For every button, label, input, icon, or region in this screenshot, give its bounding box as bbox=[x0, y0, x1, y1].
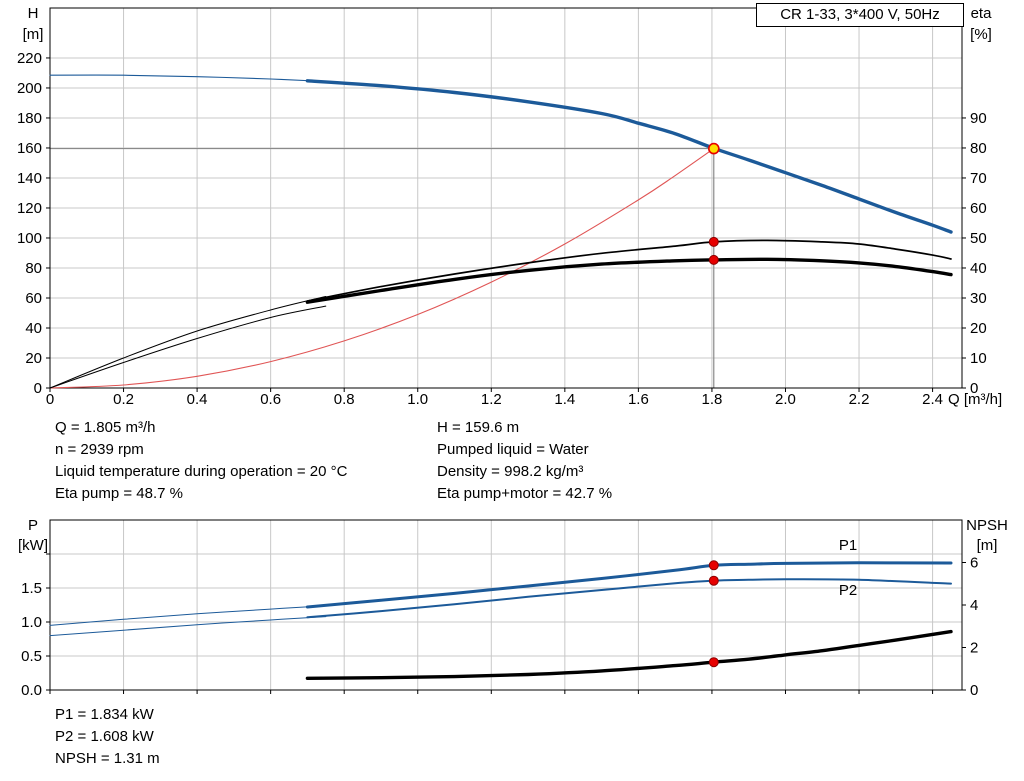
y-left-axis-title: [m] bbox=[23, 26, 44, 43]
eta-pump-point bbox=[708, 236, 719, 247]
x-tick-label: 0 bbox=[46, 391, 54, 408]
y-left-tick-label: 40 bbox=[25, 320, 42, 337]
p1-value: P1 = 1.834 kW bbox=[55, 706, 154, 723]
series-p1-extended bbox=[49, 605, 327, 626]
series-npsh bbox=[305, 629, 953, 680]
duty-point bbox=[707, 142, 720, 155]
power-npsh-chart: P1 P2 0.0 0.5 1.0 1.5 0 2 4 6 P [kW] NPSH [m] bbox=[18, 517, 1008, 699]
y-right-tick-label: 70 bbox=[970, 170, 987, 187]
x-tick-label: 0.4 bbox=[187, 391, 208, 408]
eta-pump-value: Eta pump = 48.7 % bbox=[55, 485, 183, 502]
curve-label-P2: P2 bbox=[839, 582, 857, 599]
series-head-curve bbox=[305, 79, 953, 234]
series-p2-extended bbox=[49, 616, 327, 637]
npsh-point bbox=[708, 657, 719, 668]
y-right-tick-label: 6 bbox=[970, 555, 978, 572]
x-tick-label: 1.2 bbox=[481, 391, 502, 408]
series-eta-pump-extended bbox=[49, 296, 327, 389]
p2-value: P2 = 1.608 kW bbox=[55, 728, 154, 745]
x-tick-label: 1.6 bbox=[628, 391, 649, 408]
y-left-tick-label: 1.0 bbox=[21, 614, 42, 631]
pump-model-label: CR 1-33, 3*400 V, 50Hz bbox=[756, 3, 964, 27]
x-tick-label: 0.2 bbox=[113, 391, 134, 408]
curve-label-P1: P1 bbox=[839, 537, 857, 554]
series-eta-pump bbox=[306, 239, 952, 302]
series-system-curve bbox=[49, 148, 715, 389]
y-right-tick-label: 30 bbox=[970, 290, 987, 307]
y-right-axis-title: [m] bbox=[977, 537, 998, 554]
qh-eta-chart: 0 0.2 0.4 0.6 0.8 1.0 1.2 1.4 1.6 1.8 2.0 2.2 2.4 0 20… bbox=[17, 5, 1002, 408]
y-left-tick-label: 100 bbox=[17, 230, 42, 247]
y-left-tick-label: 60 bbox=[25, 290, 42, 307]
head-value: H = 159.6 m bbox=[437, 419, 520, 436]
y-right-tick-label: 0 bbox=[970, 682, 978, 699]
eta-pump-motor-value: Eta pump+motor = 42.7 % bbox=[437, 485, 613, 502]
y-right-tick-label: 50 bbox=[970, 230, 987, 247]
y-left-tick-label: 160 bbox=[17, 140, 42, 157]
x-tick-label: 2.0 bbox=[775, 391, 796, 408]
eta-pump-motor-point bbox=[708, 254, 719, 265]
y-left-axis-title: P bbox=[28, 517, 38, 534]
npsh-value: NPSH = 1.31 m bbox=[55, 750, 160, 767]
y-left-tick-label: 0.0 bbox=[21, 682, 42, 699]
y-right-tick-label: 0 bbox=[970, 380, 978, 397]
x-tick-label: 0.6 bbox=[260, 391, 281, 408]
y-right-tick-label: 2 bbox=[970, 640, 978, 657]
series-eta-pump-motor bbox=[305, 257, 953, 304]
y-right-tick-label: 4 bbox=[970, 597, 978, 614]
y-right-axis-title: NPSH bbox=[966, 517, 1008, 534]
x-axis-title: Q [m³/h] bbox=[948, 391, 1002, 408]
y-right-tick-label: 10 bbox=[970, 350, 987, 367]
x-tick-label: 1.8 bbox=[702, 391, 723, 408]
y-right-axis-title: [%] bbox=[970, 26, 992, 43]
operating-data-left: Q = 1.805 m³/h n = 2939 rpm Liquid tempe… bbox=[55, 417, 347, 505]
speed-value: n = 2939 rpm bbox=[55, 441, 144, 458]
series-p1 bbox=[305, 561, 953, 609]
liquid-temperature-value: Liquid temperature during operation = 20… bbox=[55, 463, 348, 480]
y-right-axis-title: eta bbox=[971, 5, 993, 22]
series-eta-pump-motor-extended bbox=[49, 305, 327, 389]
x-tick-label: 1.0 bbox=[407, 391, 428, 408]
x-tick-label: 2.4 bbox=[922, 391, 943, 408]
y-left-tick-label: 0.5 bbox=[21, 648, 42, 665]
y-left-axis-title: [kW] bbox=[18, 537, 48, 554]
x-tick-label: 1.4 bbox=[554, 391, 575, 408]
flow-value: Q = 1.805 m³/h bbox=[55, 419, 156, 436]
y-left-tick-label: 80 bbox=[25, 260, 42, 277]
y-left-axis-title: H bbox=[28, 5, 39, 22]
y-right-tick-label: 20 bbox=[970, 320, 987, 337]
p2-point bbox=[708, 575, 719, 586]
y-left-tick-label: 120 bbox=[17, 200, 42, 217]
operating-data-right: H = 159.6 m Pumped liquid = Water Densit… bbox=[437, 417, 612, 505]
x-tick-label: 2.2 bbox=[849, 391, 870, 408]
y-right-tick-label: 40 bbox=[970, 260, 987, 277]
series-head-curve-extended bbox=[49, 74, 327, 83]
y-right-tick-label: 90 bbox=[970, 110, 987, 127]
y-left-tick-label: 220 bbox=[17, 50, 42, 67]
y-left-tick-label: 0 bbox=[34, 380, 42, 397]
y-left-tick-label: 20 bbox=[25, 350, 42, 367]
y-right-tick-label: 80 bbox=[970, 140, 987, 157]
x-tick-label: 0.8 bbox=[334, 391, 355, 408]
plot-border bbox=[49, 7, 963, 389]
plot-border bbox=[49, 519, 963, 691]
series-p2 bbox=[306, 578, 952, 619]
y-left-tick-label: 1.5 bbox=[21, 580, 42, 597]
y-left-tick-label: 180 bbox=[17, 110, 42, 127]
pumped-liquid-value: Pumped liquid = Water bbox=[437, 441, 589, 458]
y-left-tick-label: 140 bbox=[17, 170, 42, 187]
y-left-tick-label: 200 bbox=[17, 80, 42, 97]
y-right-tick-label: 60 bbox=[970, 200, 987, 217]
p1-point bbox=[708, 560, 719, 571]
density-value: Density = 998.2 kg/m³ bbox=[437, 463, 584, 480]
power-npsh-data: P1 = 1.834 kW P2 = 1.608 kW NPSH = 1.31 … bbox=[55, 704, 160, 770]
